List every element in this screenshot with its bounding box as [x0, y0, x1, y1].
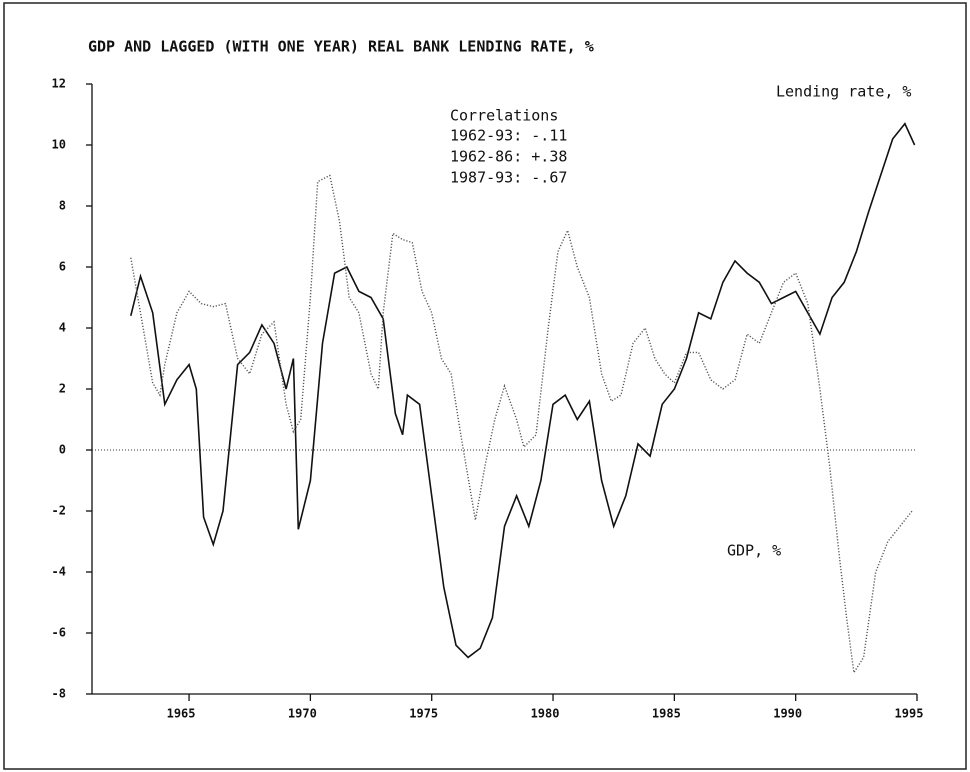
annotation: 1987-93: -.67: [450, 169, 567, 187]
y-tick-label: 10: [52, 138, 66, 152]
y-tick-label: 4: [59, 321, 66, 335]
annotation: 1962-93: -.11: [450, 127, 567, 145]
annotation: Correlations: [450, 107, 558, 125]
x-tick-label: 1965: [167, 707, 196, 721]
y-tick-label: -8: [52, 687, 66, 701]
line-series: [130, 174, 913, 675]
y-tick-label: 0: [59, 443, 66, 457]
annotation: Lending rate, %: [776, 83, 911, 101]
y-tick-label: -4: [52, 565, 66, 579]
y-tick-label: -6: [52, 626, 66, 640]
x-tick-label: 1975: [409, 707, 438, 721]
chart-title: GDP AND LAGGED (WITH ONE YEAR) REAL BANK…: [88, 38, 594, 56]
y-tick-label: 6: [59, 260, 66, 274]
line-series: [130, 122, 916, 659]
frame: [3, 2, 967, 770]
x-tick-label: 1990: [773, 707, 802, 721]
x-tick-label: 1970: [288, 707, 317, 721]
y-tick-label: -2: [52, 504, 66, 518]
y-tick-label: 2: [59, 382, 66, 396]
annotation: GDP, %: [727, 542, 781, 560]
x-tick-label: 1995: [895, 707, 924, 721]
x-tick-label: 1980: [531, 707, 560, 721]
y-tick-label: 8: [59, 199, 66, 213]
y-tick-label: 12: [52, 77, 66, 91]
annotation: 1962-86: +.38: [450, 148, 567, 166]
x-tick-label: 1985: [652, 707, 681, 721]
